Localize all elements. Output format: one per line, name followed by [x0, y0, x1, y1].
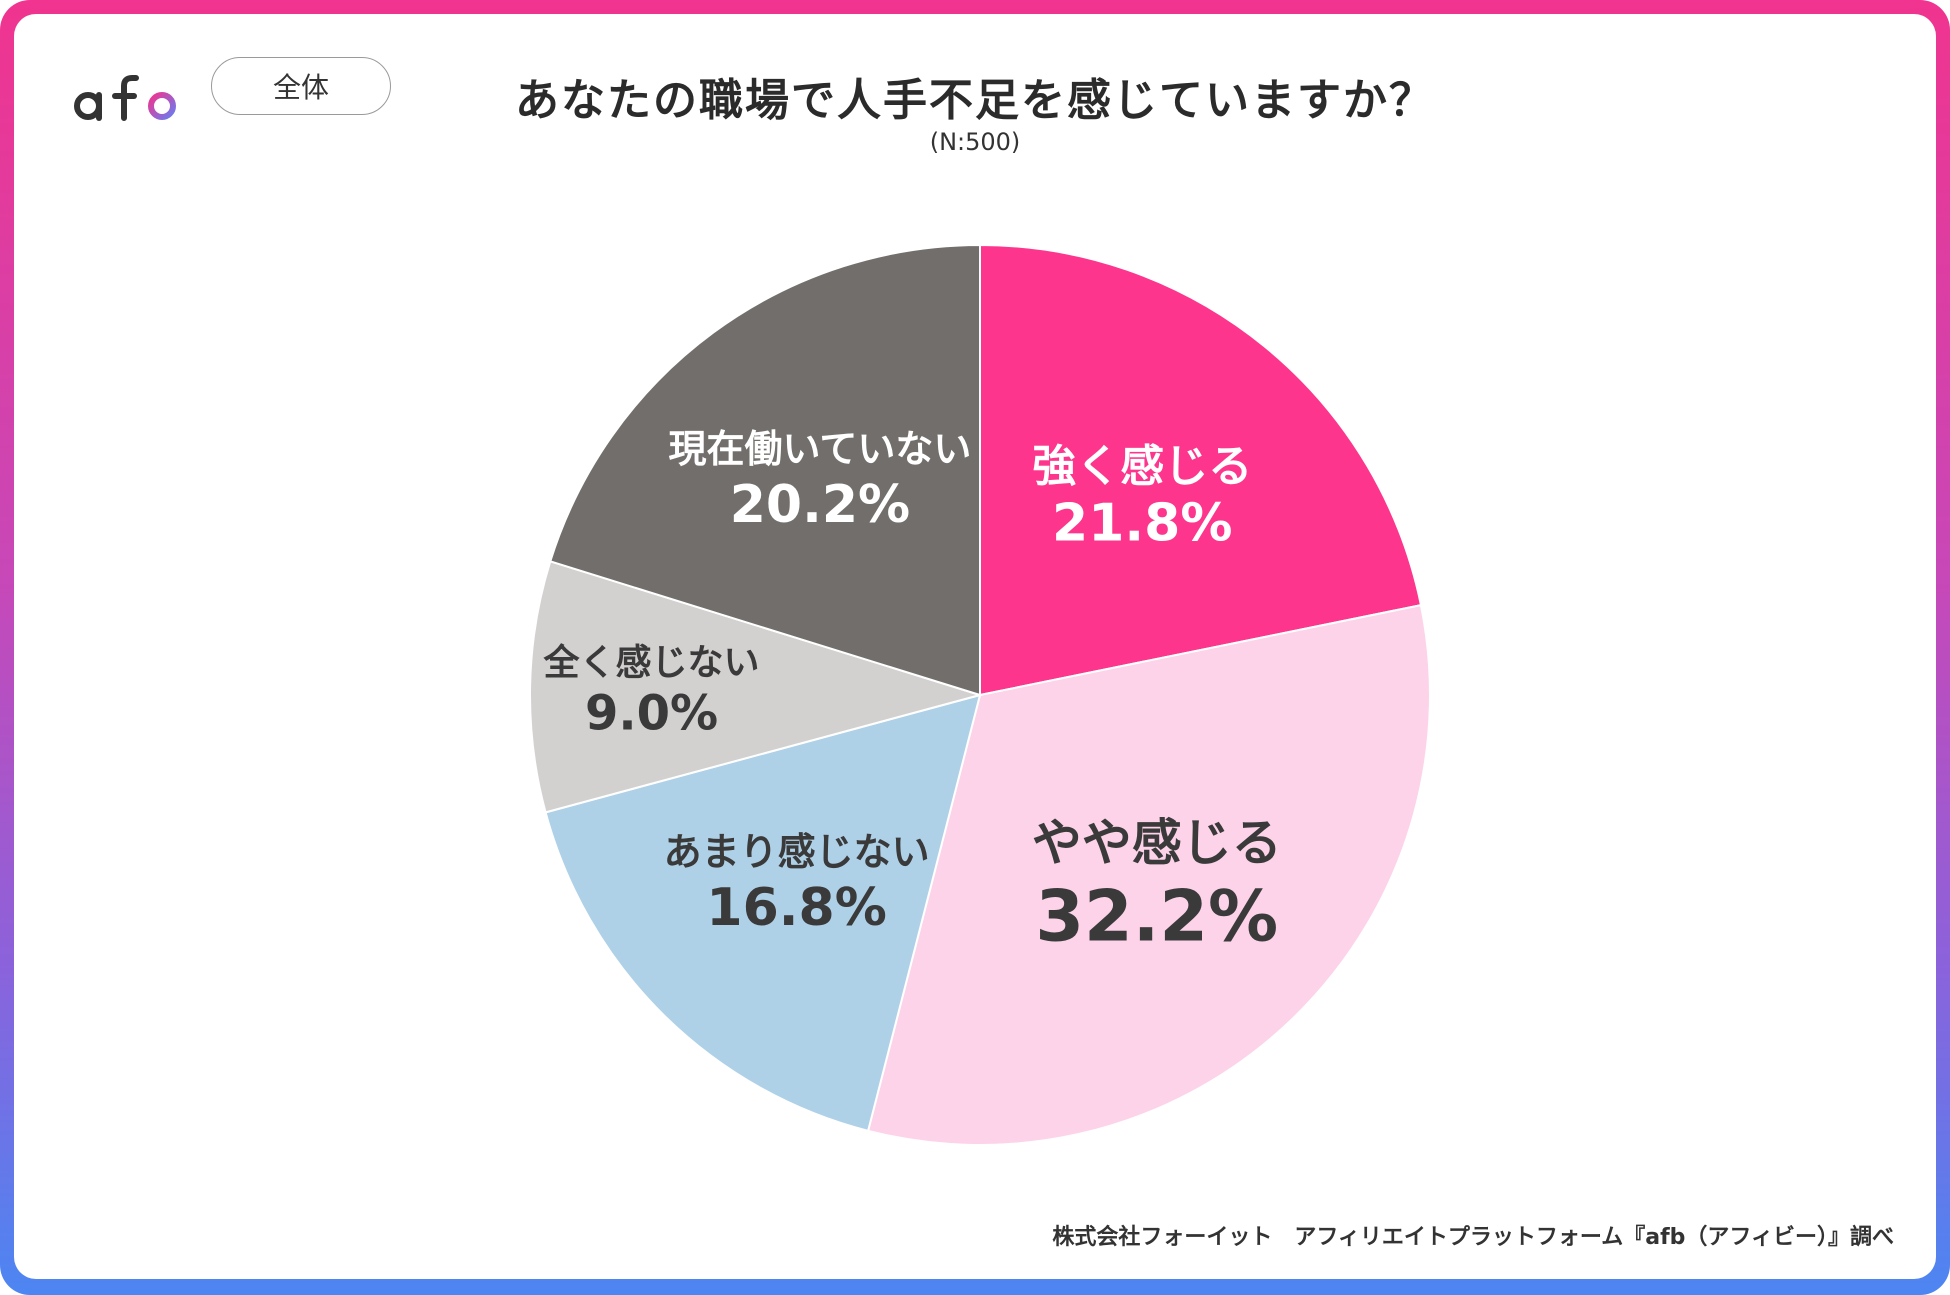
- pie-slice: [528, 560, 984, 814]
- slice-category-label: やや感じる: [1032, 814, 1282, 872]
- afb-logo: [74, 71, 176, 121]
- slice-value-label: 21.8%: [1052, 494, 1232, 554]
- slice-category-label: 強く感じる: [1032, 441, 1252, 492]
- slice-value-label: 9.0%: [585, 686, 718, 742]
- slice-value-label: 16.8%: [706, 878, 886, 938]
- pie-slice: [866, 603, 1431, 1146]
- slice-value-label: 32.2%: [1035, 875, 1278, 957]
- chart-subtitle: (N:500): [929, 128, 1021, 156]
- slice-category-label: 全く感じない: [543, 642, 760, 684]
- pie-slice: [549, 243, 981, 697]
- source-credit: 株式会社フォーイット アフィリエイトプラットフォーム『afb（アフィビー）』調べ: [1052, 1225, 1894, 1250]
- pie-slice: [544, 693, 982, 1133]
- slice-category-label: 現在働いていない: [668, 427, 971, 471]
- chart-title: あなたの職場で人手不足を感じていますか？: [515, 75, 1435, 126]
- chart-card: 全体 あなたの職場で人手不足を感じていますか？ (N:500) 強く感じる 21.…: [14, 14, 1936, 1279]
- slice-category-label: あまり感じない: [664, 830, 930, 874]
- slice-value-label: 20.2%: [730, 475, 910, 535]
- pie-slice: [979, 243, 1423, 697]
- filter-pill: 全体: [211, 57, 391, 115]
